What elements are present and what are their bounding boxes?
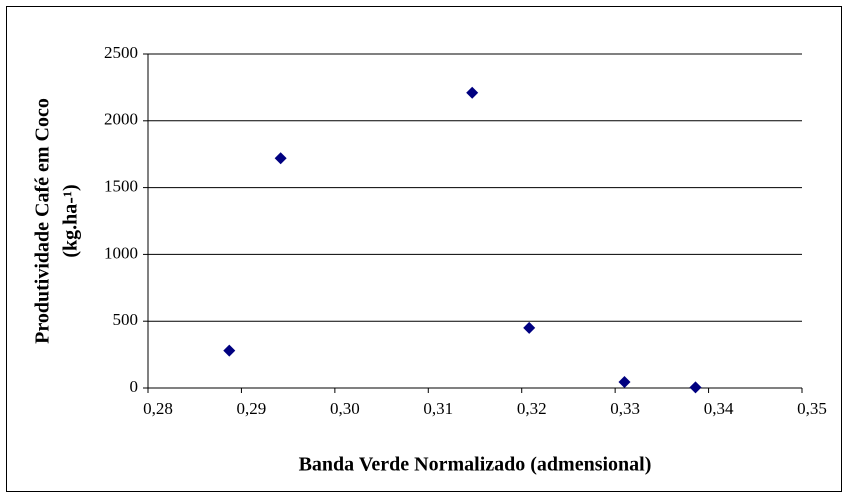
x-tick-label: 0,28	[143, 399, 173, 418]
point	[689, 381, 702, 394]
y-tick-label: 2500	[104, 43, 138, 62]
x-tick-label: 0,32	[517, 399, 547, 418]
x-axis-title: Banda Verde Normalizado (admensional)	[299, 454, 652, 476]
point	[466, 86, 479, 99]
x-tick-label: 0,34	[704, 399, 734, 418]
x-tick-label: 0,30	[330, 399, 360, 418]
y-axis-title: Produtividade Café em Coco	[32, 98, 54, 344]
point	[618, 375, 631, 388]
point	[223, 344, 236, 357]
point	[274, 152, 287, 165]
y-tick-label: 0	[130, 377, 139, 396]
y-tick-label: 500	[113, 310, 139, 329]
x-tick-label: 0,31	[423, 399, 453, 418]
y-tick-label: 2000	[104, 110, 138, 129]
y-axis-title: (kg.ha-¹)	[60, 184, 82, 257]
x-tick-label: 0,35	[797, 399, 827, 418]
point	[523, 321, 536, 334]
x-tick-label: 0,33	[610, 399, 640, 418]
plot-area	[148, 54, 802, 388]
y-tick-label: 1500	[104, 177, 138, 196]
x-tick-label: 0,29	[237, 399, 267, 418]
y-tick-label: 1000	[104, 243, 138, 262]
